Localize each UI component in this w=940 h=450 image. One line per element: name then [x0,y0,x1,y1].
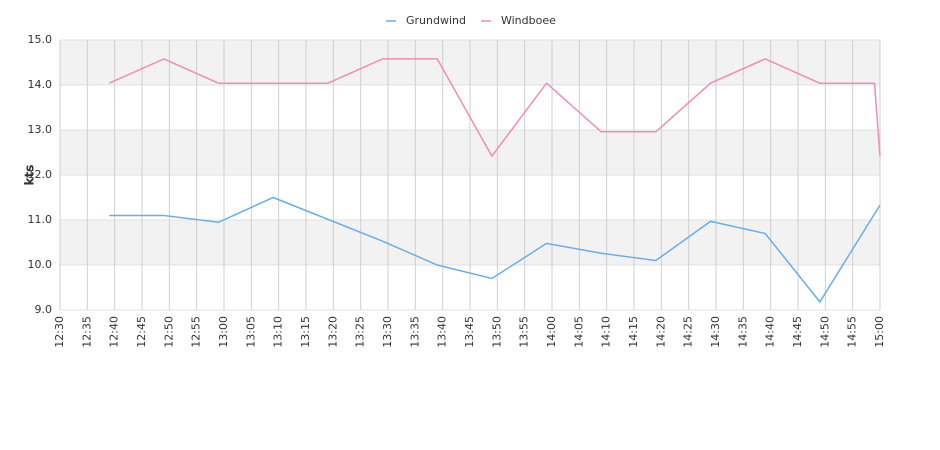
x-tick-label: 14:30 [709,316,722,348]
x-tick-label: 12:40 [108,316,121,348]
x-tick-label: 13:10 [272,316,285,348]
x-tick-label: 13:55 [518,316,531,348]
x-tick-label: 14:20 [654,316,667,348]
x-tick-label: 13:50 [490,316,503,348]
x-tick-label: 13:00 [217,316,230,348]
y-tick-label: 15.0 [28,33,53,46]
y-tick-label: 13.0 [28,123,53,136]
series-line [109,196,881,304]
x-tick-label: 12:50 [162,316,175,348]
x-tick-label: 14:00 [545,316,558,348]
y-tick-label: 12.0 [28,168,53,181]
x-tick-label: 14:40 [764,316,777,348]
y-tick-label: 14.0 [28,78,53,91]
y-tick-label: 10.0 [28,258,53,271]
x-tick-label: 13:20 [326,316,339,348]
series-line [108,58,881,158]
x-tick-label: 13:30 [381,316,394,348]
x-tick-label: 13:35 [408,316,421,348]
x-tick-label: 14:45 [791,316,804,348]
x-tick-label: 14:55 [846,316,859,348]
x-tick-label: 14:50 [818,316,831,348]
x-tick-label: 15:00 [873,316,886,348]
x-tick-label: 14:25 [682,316,695,348]
x-tick-label: 12:35 [80,316,93,348]
x-tick-label: 14:35 [736,316,749,348]
legend: Grundwind Windboee [386,14,556,27]
x-tick-label: 14:15 [627,316,640,348]
x-tick-label: 13:15 [299,316,312,348]
legend-label: Grundwind [406,14,466,27]
x-tick-label: 14:10 [600,316,613,348]
x-tick-label: 12:55 [190,316,203,348]
legend-label: Windboee [501,14,556,27]
y-tick-label: 9.0 [35,303,53,316]
y-tick-label: 11.0 [28,213,53,226]
x-tick-label: 13:05 [244,316,257,348]
x-tick-label: 13:40 [436,316,449,348]
y-axis-label: kts [23,165,37,186]
x-tick-label: 14:05 [572,316,585,348]
x-tick-label: 13:25 [354,316,367,348]
x-tick-label: 12:45 [135,316,148,348]
x-tick-label: 12:30 [53,316,66,348]
x-tick-label: 13:45 [463,316,476,348]
